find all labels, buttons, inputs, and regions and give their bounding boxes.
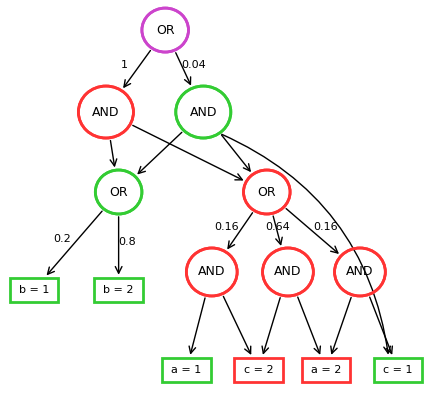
Text: OR: OR	[257, 186, 276, 199]
Text: OR: OR	[109, 186, 128, 199]
Text: AND: AND	[190, 106, 217, 119]
Circle shape	[334, 248, 385, 296]
Text: a = 2: a = 2	[311, 365, 341, 375]
Circle shape	[244, 170, 290, 214]
Circle shape	[142, 8, 188, 52]
Text: b = 2: b = 2	[103, 285, 134, 295]
Circle shape	[186, 248, 237, 296]
Text: 0.8: 0.8	[118, 237, 136, 247]
Text: b = 1: b = 1	[19, 285, 49, 295]
Text: AND: AND	[346, 266, 374, 279]
Text: 0.16: 0.16	[214, 222, 238, 232]
Circle shape	[79, 86, 133, 138]
Text: AND: AND	[274, 266, 302, 279]
Circle shape	[95, 170, 142, 214]
Text: c = 2: c = 2	[244, 365, 273, 375]
Text: AND: AND	[198, 266, 226, 279]
Text: 1: 1	[121, 60, 127, 71]
Circle shape	[263, 248, 313, 296]
FancyBboxPatch shape	[374, 357, 422, 382]
FancyBboxPatch shape	[94, 277, 143, 302]
Text: 0.2: 0.2	[54, 234, 71, 244]
Text: 0.04: 0.04	[181, 60, 206, 70]
Text: c = 1: c = 1	[383, 365, 413, 375]
Text: AND: AND	[92, 106, 120, 119]
FancyBboxPatch shape	[234, 357, 283, 382]
Text: 0.16: 0.16	[313, 222, 337, 232]
FancyBboxPatch shape	[10, 277, 58, 302]
Circle shape	[176, 86, 231, 138]
Text: OR: OR	[156, 24, 175, 37]
Text: a = 1: a = 1	[171, 365, 201, 375]
FancyBboxPatch shape	[302, 357, 350, 382]
FancyBboxPatch shape	[162, 357, 211, 382]
Text: 0.64: 0.64	[265, 222, 289, 232]
